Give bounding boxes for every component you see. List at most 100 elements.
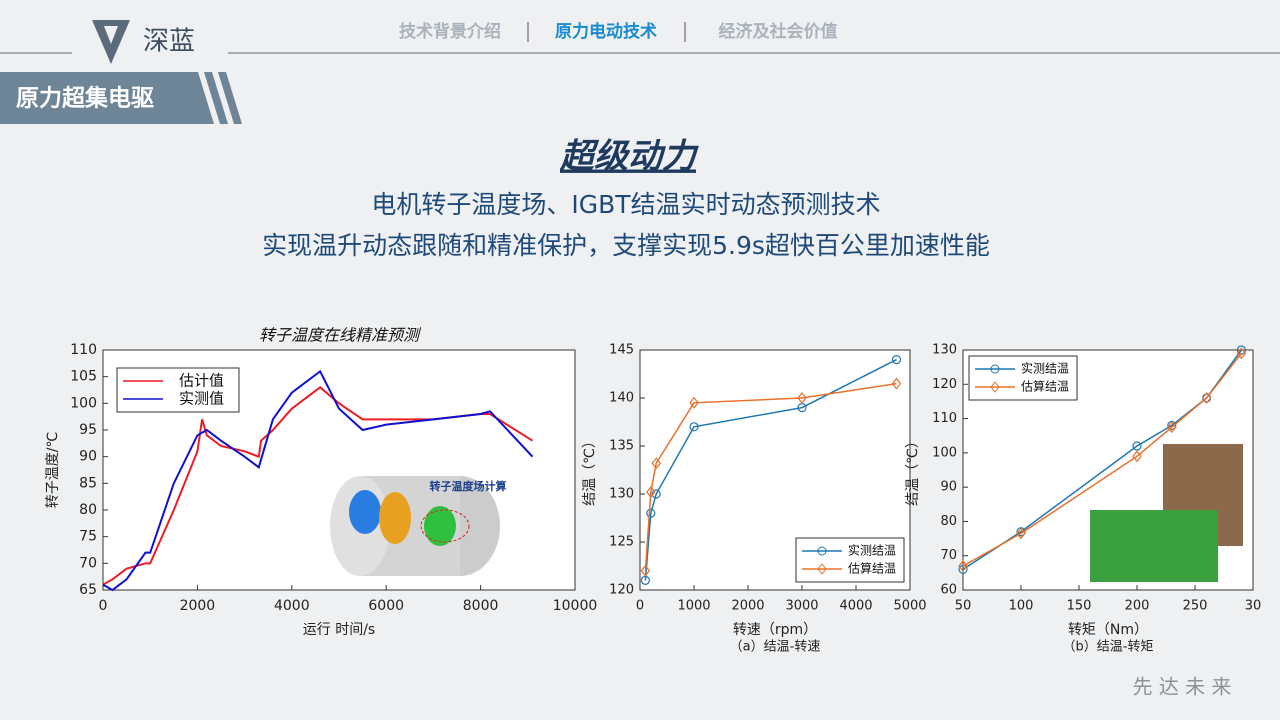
y-tick-label: 140 [609,391,634,406]
x-tick-label: 10000 [553,598,598,614]
y-tick-label: 110 [70,342,97,358]
y-tick-label: 70 [79,555,97,571]
brand: 深蓝 [143,27,195,57]
y-axis-label: 结温（℃） [905,434,921,506]
point [646,486,656,499]
legend-box [795,537,905,583]
legend-label: 实测结温 [1021,361,1069,376]
footer-slogan: 先 达 未 来 [1132,675,1231,699]
y-tick-label: 135 [609,439,634,454]
y-tick-label: 90 [79,449,97,465]
legend-label: 实测值 [179,390,224,408]
y-tick-label: 90 [940,480,957,495]
point [689,396,699,409]
legend-label: 估算结温 [1021,379,1069,394]
point [891,355,902,365]
y-tick-label: 125 [609,535,634,550]
igbt-photo [1090,444,1243,582]
y-tick-label: 80 [940,514,957,529]
point [1236,347,1247,360]
point [651,457,661,470]
point [646,508,656,518]
legend-box [968,355,1078,401]
x-tick-label: 250 [1183,599,1208,614]
nav-item[interactable]: 技术背景介绍 [399,21,501,42]
point [1201,392,1212,404]
nav-item[interactable]: 经济及社会价值 [719,21,838,42]
x-tick-label: 0 [636,599,644,614]
x-tick-label: 0 [99,598,108,614]
y-tick-label: 120 [609,583,634,598]
series-line [644,358,897,581]
legend-marker [990,381,1000,393]
legend-box [116,367,240,413]
x-tick-label: 2000 [731,599,764,614]
series-line [102,386,534,586]
point [958,560,968,572]
section-title: 原力超集电驱 [16,85,154,112]
x-tick-label: 50 [955,599,972,614]
subtitle: 电机转子温度场、IGBT结温实时动态预测技术 [371,190,880,219]
legend-label: 估算结温 [848,561,896,576]
section-banner [0,72,214,124]
chart-caption: （a）结温-转速 [730,640,821,655]
legend-marker [817,563,827,575]
chart-title: 转子温度在线精准预测 [259,326,422,345]
chart: 0 2000 4000 6000 8000 10000 65 70 75 80 85 90 95 100 1… [45,326,597,639]
y-tick-label: 70 [940,548,957,563]
point [797,392,807,404]
point [1167,421,1177,434]
x-tick-label: 8000 [463,598,499,614]
y-tick-label: 145 [609,343,634,358]
legend-marker [990,364,1000,374]
logo-inner [104,26,118,44]
y-tick-label: 130 [609,487,634,502]
series-line [644,382,897,571]
y-tick-label: 120 [932,377,957,392]
rotor-illustration [330,476,500,576]
y-tick-label: 105 [70,369,97,385]
point [651,489,661,499]
legend-label: 估计值 [179,372,224,390]
point [1132,450,1142,463]
x-tick-label: 3000 [785,599,818,614]
point [689,422,699,432]
x-axis-label: 转速（rpm） [733,622,817,638]
x-tick-label: 5000 [893,599,926,614]
series-line [102,369,534,592]
subtitle: 实现温升动态跟随和精准保护，支撑实现5.9s超快百公里加速性能 [262,231,990,260]
legend-label: 实测结温 [848,543,896,558]
x-tick-label: 150 [1067,599,1092,614]
point [640,564,651,577]
chart-caption: （b）结温-转矩 [1063,640,1154,655]
nav-item-active[interactable]: 原力电动技术 [555,21,657,42]
legend-marker [817,546,827,556]
annotation: 转子温度场计算 [430,479,507,493]
x-tick-label: 200 [1125,599,1150,614]
y-tick-label: 100 [70,395,97,411]
x-tick-label: 30 [1245,599,1262,614]
x-tick-label: 1000 [677,599,710,614]
x-tick-label: 4000 [839,599,872,614]
headline: 超级动力 [559,137,699,177]
y-tick-label: 60 [940,583,957,598]
x-tick-label: 4000 [274,598,310,614]
y-tick-label: 80 [79,502,97,518]
y-tick-label: 110 [932,411,957,426]
y-tick-label: 95 [79,422,97,438]
chart: 0 1000 2000 3000 4000 5000 120 125 130 135 140 145 转… [582,343,927,655]
y-tick-label: 85 [79,475,97,491]
x-axis-label: 转矩（Nm） [1068,622,1148,638]
x-tick-label: 6000 [368,598,404,614]
banner-stripe [218,72,242,124]
y-tick-label: 75 [79,529,97,545]
point [891,377,902,390]
y-tick-label: 65 [79,582,97,598]
x-tick-label: 100 [1009,599,1034,614]
y-tick-label: 100 [932,445,957,460]
y-tick-label: 130 [932,343,957,358]
point [1132,441,1142,451]
banner-stripe [204,72,228,124]
y-axis-label: 结温（℃） [582,434,598,506]
